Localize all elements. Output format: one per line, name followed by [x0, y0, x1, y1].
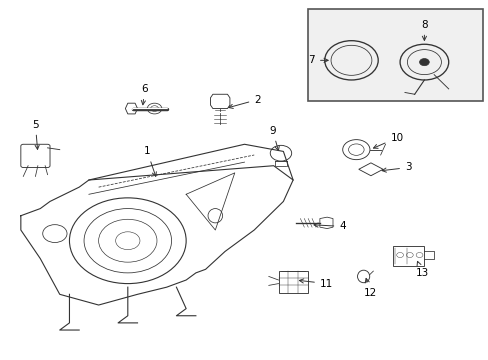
Text: 5: 5: [32, 120, 39, 149]
Text: 1: 1: [143, 147, 156, 176]
Text: 10: 10: [373, 133, 403, 148]
Text: 2: 2: [228, 95, 260, 108]
Text: 4: 4: [313, 221, 345, 231]
Text: 8: 8: [420, 19, 427, 40]
Bar: [307, 9, 482, 102]
Text: 3: 3: [381, 162, 411, 172]
Text: 13: 13: [414, 261, 427, 278]
Text: 9: 9: [269, 126, 279, 150]
Bar: [392, 246, 424, 266]
Text: 11: 11: [299, 279, 332, 289]
Text: 7: 7: [308, 55, 327, 65]
Text: 6: 6: [141, 84, 148, 105]
Circle shape: [419, 59, 428, 66]
Text: 12: 12: [363, 278, 376, 297]
